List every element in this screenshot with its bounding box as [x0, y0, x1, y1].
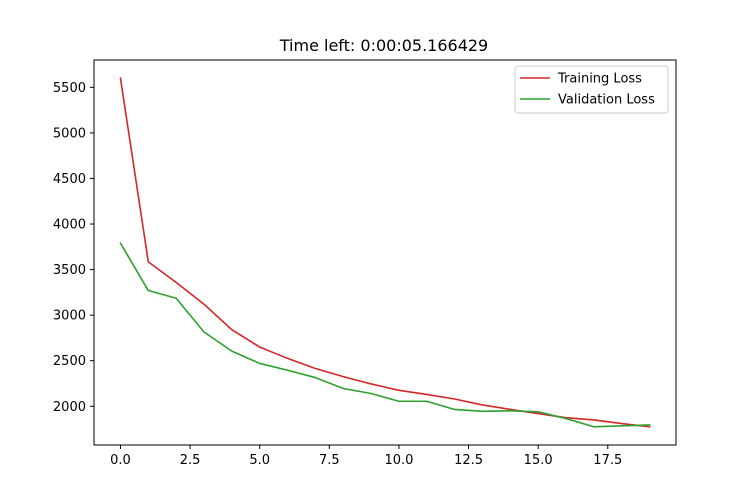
legend-label-0: Training Loss [557, 72, 642, 87]
y-tick-label: 3500 [53, 263, 86, 278]
x-tick-label: 5.0 [249, 453, 270, 468]
x-tick-label: 0.0 [110, 453, 131, 468]
y-tick-label: 4500 [53, 172, 86, 187]
x-tick-label: 7.5 [319, 453, 340, 468]
x-tick-label: 17.5 [593, 453, 622, 468]
y-tick-label: 2500 [53, 354, 86, 369]
legend: Training Loss Validation Loss [514, 65, 669, 114]
chart-title: Time left: 0:00:05.166429 [279, 36, 488, 55]
legend-label-1: Validation Loss [558, 93, 655, 108]
x-tick-label: 10.0 [384, 453, 413, 468]
plot-area: 0.0 2.5 5.0 7.5 10.0 12.5 15.0 17.5 2000 2500 3000… [53, 59, 677, 468]
series-line-1 [119, 242, 651, 428]
legend-box [514, 65, 669, 114]
y-tick-label: 5500 [53, 81, 86, 96]
x-tick-label: 12.5 [454, 453, 483, 468]
y-tick-label: 4000 [53, 218, 86, 233]
y-tick-label: 5000 [53, 126, 86, 141]
x-tick-label: 15.0 [524, 453, 553, 468]
axes-frame [93, 59, 677, 446]
x-tick-label: 2.5 [180, 453, 201, 468]
y-tick-label: 3000 [53, 309, 86, 324]
y-tick-label: 2000 [53, 400, 86, 415]
